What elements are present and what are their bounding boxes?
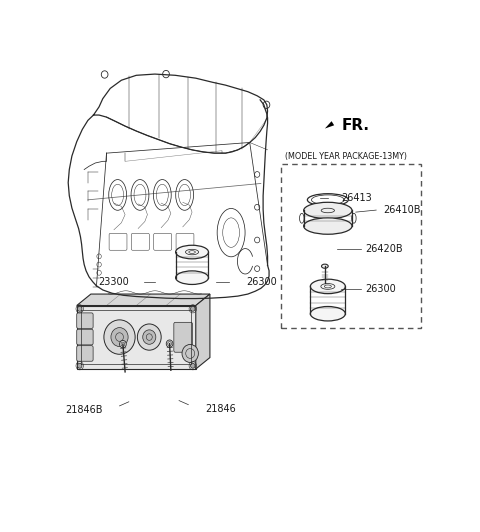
Text: 23300: 23300 [98, 277, 129, 287]
Text: (MODEL YEAR PACKAGE-13MY): (MODEL YEAR PACKAGE-13MY) [285, 152, 407, 161]
Circle shape [77, 306, 82, 311]
FancyBboxPatch shape [174, 322, 192, 352]
Circle shape [166, 340, 173, 347]
Polygon shape [77, 305, 196, 369]
FancyBboxPatch shape [77, 346, 93, 361]
Circle shape [120, 340, 126, 348]
Ellipse shape [322, 281, 327, 284]
Ellipse shape [176, 245, 208, 259]
Circle shape [77, 363, 82, 368]
Text: FR.: FR. [342, 118, 370, 133]
Ellipse shape [311, 306, 345, 321]
Polygon shape [325, 121, 334, 129]
Text: 26420B: 26420B [365, 244, 403, 254]
Circle shape [191, 363, 195, 368]
Ellipse shape [304, 218, 352, 234]
Text: 21846B: 21846B [65, 405, 103, 415]
FancyBboxPatch shape [77, 329, 93, 345]
Text: 26410B: 26410B [384, 205, 421, 215]
Bar [281, 164, 421, 328]
Polygon shape [196, 294, 210, 369]
Circle shape [182, 344, 198, 362]
Ellipse shape [311, 279, 345, 294]
Ellipse shape [322, 264, 328, 268]
Ellipse shape [176, 271, 208, 285]
Ellipse shape [304, 202, 352, 219]
Circle shape [143, 330, 156, 344]
Circle shape [104, 320, 135, 354]
FancyBboxPatch shape [77, 313, 93, 328]
Circle shape [111, 328, 128, 346]
Circle shape [137, 324, 161, 350]
Text: 21846: 21846 [205, 404, 236, 414]
Polygon shape [77, 294, 210, 305]
Text: 26300: 26300 [365, 284, 396, 294]
Circle shape [191, 306, 195, 311]
Text: 26413: 26413 [341, 193, 372, 203]
Text: 26300: 26300 [246, 277, 277, 287]
